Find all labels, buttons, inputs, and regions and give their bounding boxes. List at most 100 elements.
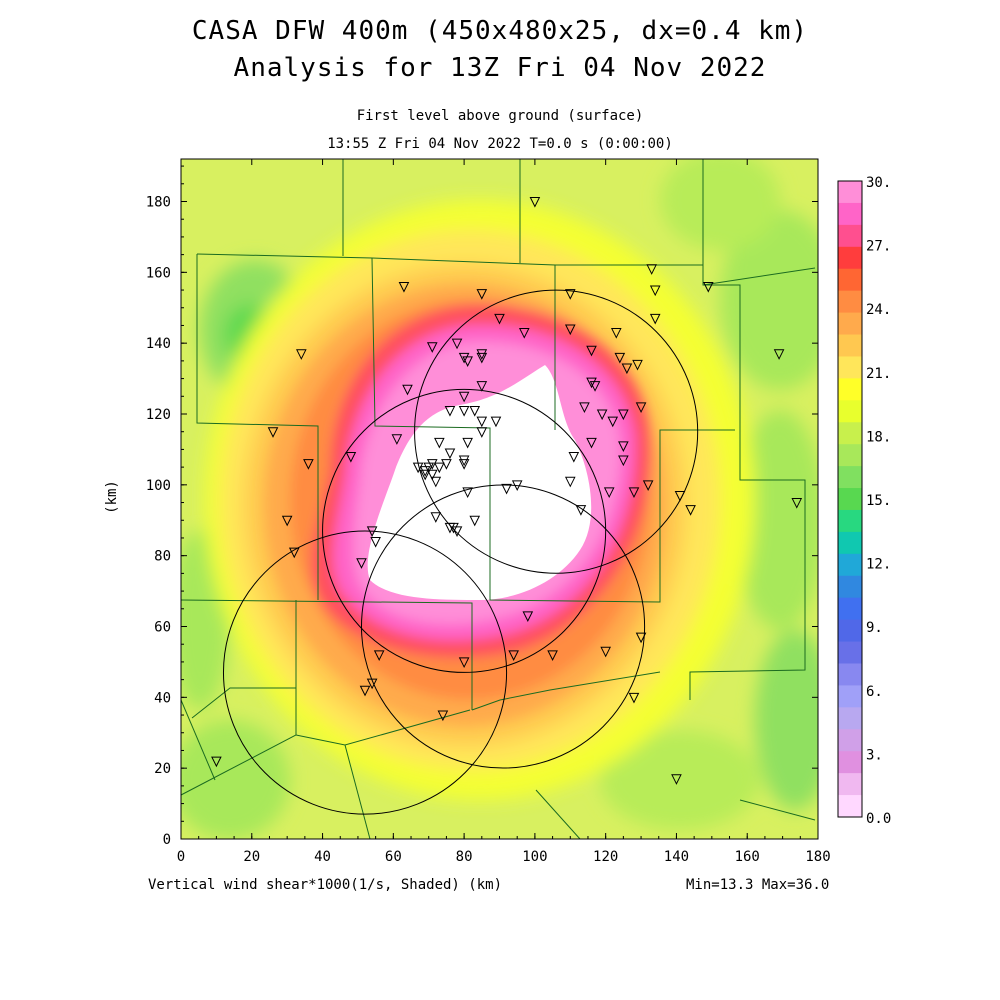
colorbar-swatch: [838, 707, 862, 730]
colorbar-swatch: [838, 181, 862, 204]
colorbar-swatch: [838, 334, 862, 357]
colorbar-swatch: [838, 356, 862, 379]
colorbar-swatch: [838, 378, 862, 401]
station-marker: [529, 197, 541, 208]
x-tick-label: 60: [385, 849, 402, 865]
station-marker: [426, 459, 438, 470]
station-marker: [501, 483, 512, 495]
station-marker: [356, 558, 367, 569]
station-marker: [370, 537, 381, 548]
radar-range-ring: [414, 289, 699, 574]
station-marker: [451, 338, 463, 350]
station-marker: [419, 469, 431, 481]
station-marker: [426, 469, 438, 481]
station-marker: [635, 632, 647, 644]
y-tick-label: 140: [146, 336, 171, 352]
station-marker: [522, 611, 534, 622]
station-marker: [469, 515, 481, 527]
station-marker: [211, 756, 222, 768]
station-marker: [462, 356, 473, 367]
colorbar-swatch: [838, 224, 862, 248]
station-marker: [462, 487, 473, 499]
colorbar-swatch: [838, 466, 862, 489]
station-marker: [402, 384, 413, 396]
colorbar-swatch: [838, 400, 862, 423]
station-marker: [359, 685, 371, 697]
station-marker: [451, 526, 463, 537]
station-marker: [575, 505, 587, 516]
map-title: CASA DFW 400m (450x480x25, dx=0.4 km): [191, 16, 809, 46]
y-axis-label: (km): [104, 480, 120, 514]
station-marker: [458, 459, 470, 470]
station-marker: [607, 416, 619, 428]
station-marker: [430, 512, 442, 523]
x-tick-label: 180: [805, 849, 830, 865]
station-marker: [628, 487, 640, 499]
station-marker: [345, 452, 357, 463]
station-marker: [366, 526, 378, 537]
station-marker: [419, 466, 431, 477]
station-marker: [458, 391, 470, 403]
station-marker: [430, 476, 442, 488]
station-marker: [579, 402, 590, 414]
radar-range-rings: [222, 289, 699, 815]
colorbar-swatch: [838, 685, 862, 708]
station-marker: [589, 381, 601, 392]
radar-range-ring: [222, 530, 508, 815]
station-marker: [303, 459, 314, 470]
colorbar: 30. 27. 24. 21. 18. 15. 12. 9. 6. 3. 0.0: [837, 175, 891, 827]
station-marker: [366, 678, 378, 690]
station-marker: [398, 282, 410, 293]
colorbar-swatch: [838, 422, 862, 445]
y-axis: 0 20 40 60 80 100 120 140 160 180: [146, 165, 818, 848]
station-marker: [511, 480, 523, 491]
station-marker: [434, 437, 445, 449]
y-tick-label: 20: [154, 761, 171, 777]
station-marker: [642, 480, 654, 491]
station-marker: [508, 650, 519, 661]
station-marker: [791, 498, 803, 509]
shear-field: [181, 159, 818, 839]
station-marker: [426, 342, 438, 353]
colorbar-swatch: [838, 641, 862, 664]
station-marker: [476, 349, 488, 360]
colorbar-label: 30.: [866, 175, 891, 191]
station-marker: [564, 289, 576, 300]
colorbar-swatch: [838, 488, 862, 511]
station-marker: [614, 352, 626, 364]
station-marker: [423, 462, 435, 474]
station-marker: [288, 547, 300, 559]
colorbar-swatch: [838, 531, 862, 555]
station-marker: [444, 448, 456, 460]
level-label: First level above ground (surface): [356, 108, 644, 124]
time-label: 13:55 Z Fri 04 Nov 2022 T=0.0 s (0:00:00…: [327, 136, 673, 152]
y-tick-label: 120: [146, 407, 171, 423]
station-marker: [618, 455, 629, 467]
station-marker: [586, 437, 597, 449]
y-tick-label: 80: [154, 549, 171, 565]
minmax-label: Min=13.3 Max=36.0: [686, 877, 830, 893]
station-marker: [437, 710, 449, 722]
x-tick-label: 80: [456, 849, 473, 865]
station-marker: [444, 405, 456, 417]
station-marker: [564, 324, 576, 336]
station-marker: [458, 352, 470, 364]
station-marker: [458, 657, 470, 669]
station-marker: [610, 328, 622, 339]
map-subtitle: Analysis for 13Z Fri 04 Nov 2022: [233, 53, 767, 83]
colorbar-swatch: [838, 663, 862, 686]
x-tick-label: 100: [522, 849, 547, 865]
colorbar-swatch: [838, 444, 862, 467]
station-marker: [441, 459, 452, 470]
station-marker: [586, 377, 597, 389]
colorbar-swatch: [838, 553, 862, 577]
colorbar-swatch: [838, 795, 862, 818]
station-marker: [476, 381, 488, 392]
station-marker: [296, 349, 307, 360]
x-tick-label: 40: [314, 849, 331, 865]
station-marker: [618, 409, 629, 421]
station-markers: [211, 197, 803, 785]
station-marker: [373, 650, 385, 661]
station-marker: [621, 363, 633, 375]
